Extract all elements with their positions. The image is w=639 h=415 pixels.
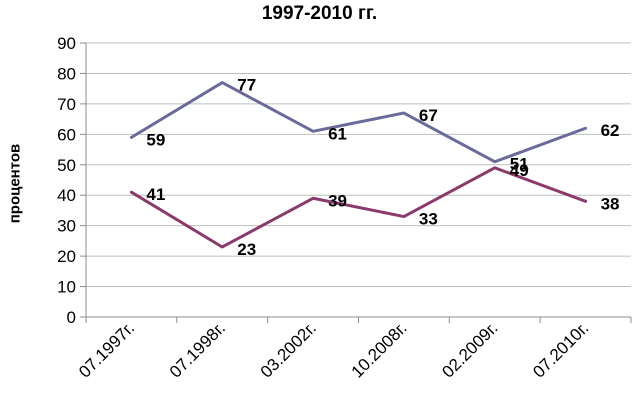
data-label: 62 (601, 121, 620, 140)
data-label: 38 (601, 194, 620, 213)
x-tick-label: 02.2009г. (438, 318, 501, 381)
y-tick-label: 70 (57, 95, 76, 114)
x-tick-label: 07.1997г. (75, 318, 138, 381)
data-label: 41 (146, 185, 165, 204)
axes (80, 42, 632, 323)
data-label: 39 (328, 191, 347, 210)
data-label: 49 (510, 161, 529, 180)
data-labels: 59 77 61 67 51 62 41 23 39 33 49 38 (146, 76, 619, 259)
data-label: 61 (328, 124, 347, 143)
y-tick-label: 60 (57, 125, 76, 144)
x-tick-label: 03.2002г. (257, 318, 320, 381)
gridlines (86, 42, 631, 288)
y-tick-label: 0 (67, 308, 76, 327)
x-tick-label: 07.2010г. (529, 318, 592, 381)
y-tick-label: 20 (57, 247, 76, 266)
chart-title: 1997-2010 гг. (261, 3, 378, 24)
tick-labels: 0 10 20 30 40 50 60 70 80 90 07.1997г. 07.1998г. 03.… (57, 34, 592, 382)
data-label: 51 (510, 155, 529, 174)
data-label: 23 (237, 240, 256, 259)
y-tick-label: 90 (57, 34, 76, 53)
series-line-2 (129, 166, 588, 249)
data-label: 77 (237, 76, 256, 95)
data-label: 67 (419, 106, 438, 125)
data-label: 33 (419, 210, 438, 229)
y-tick-label: 30 (57, 217, 76, 236)
series-line-1 (129, 81, 588, 164)
data-label: 59 (146, 130, 165, 149)
x-tick-label: 07.1998г. (166, 318, 229, 381)
x-tick-label: 10.2008г. (348, 318, 411, 381)
series-lines (129, 81, 588, 249)
y-tick-label: 80 (57, 64, 76, 83)
y-tick-label: 40 (57, 186, 76, 205)
y-tick-label: 10 (57, 278, 76, 297)
y-tick-label: 50 (57, 156, 76, 175)
